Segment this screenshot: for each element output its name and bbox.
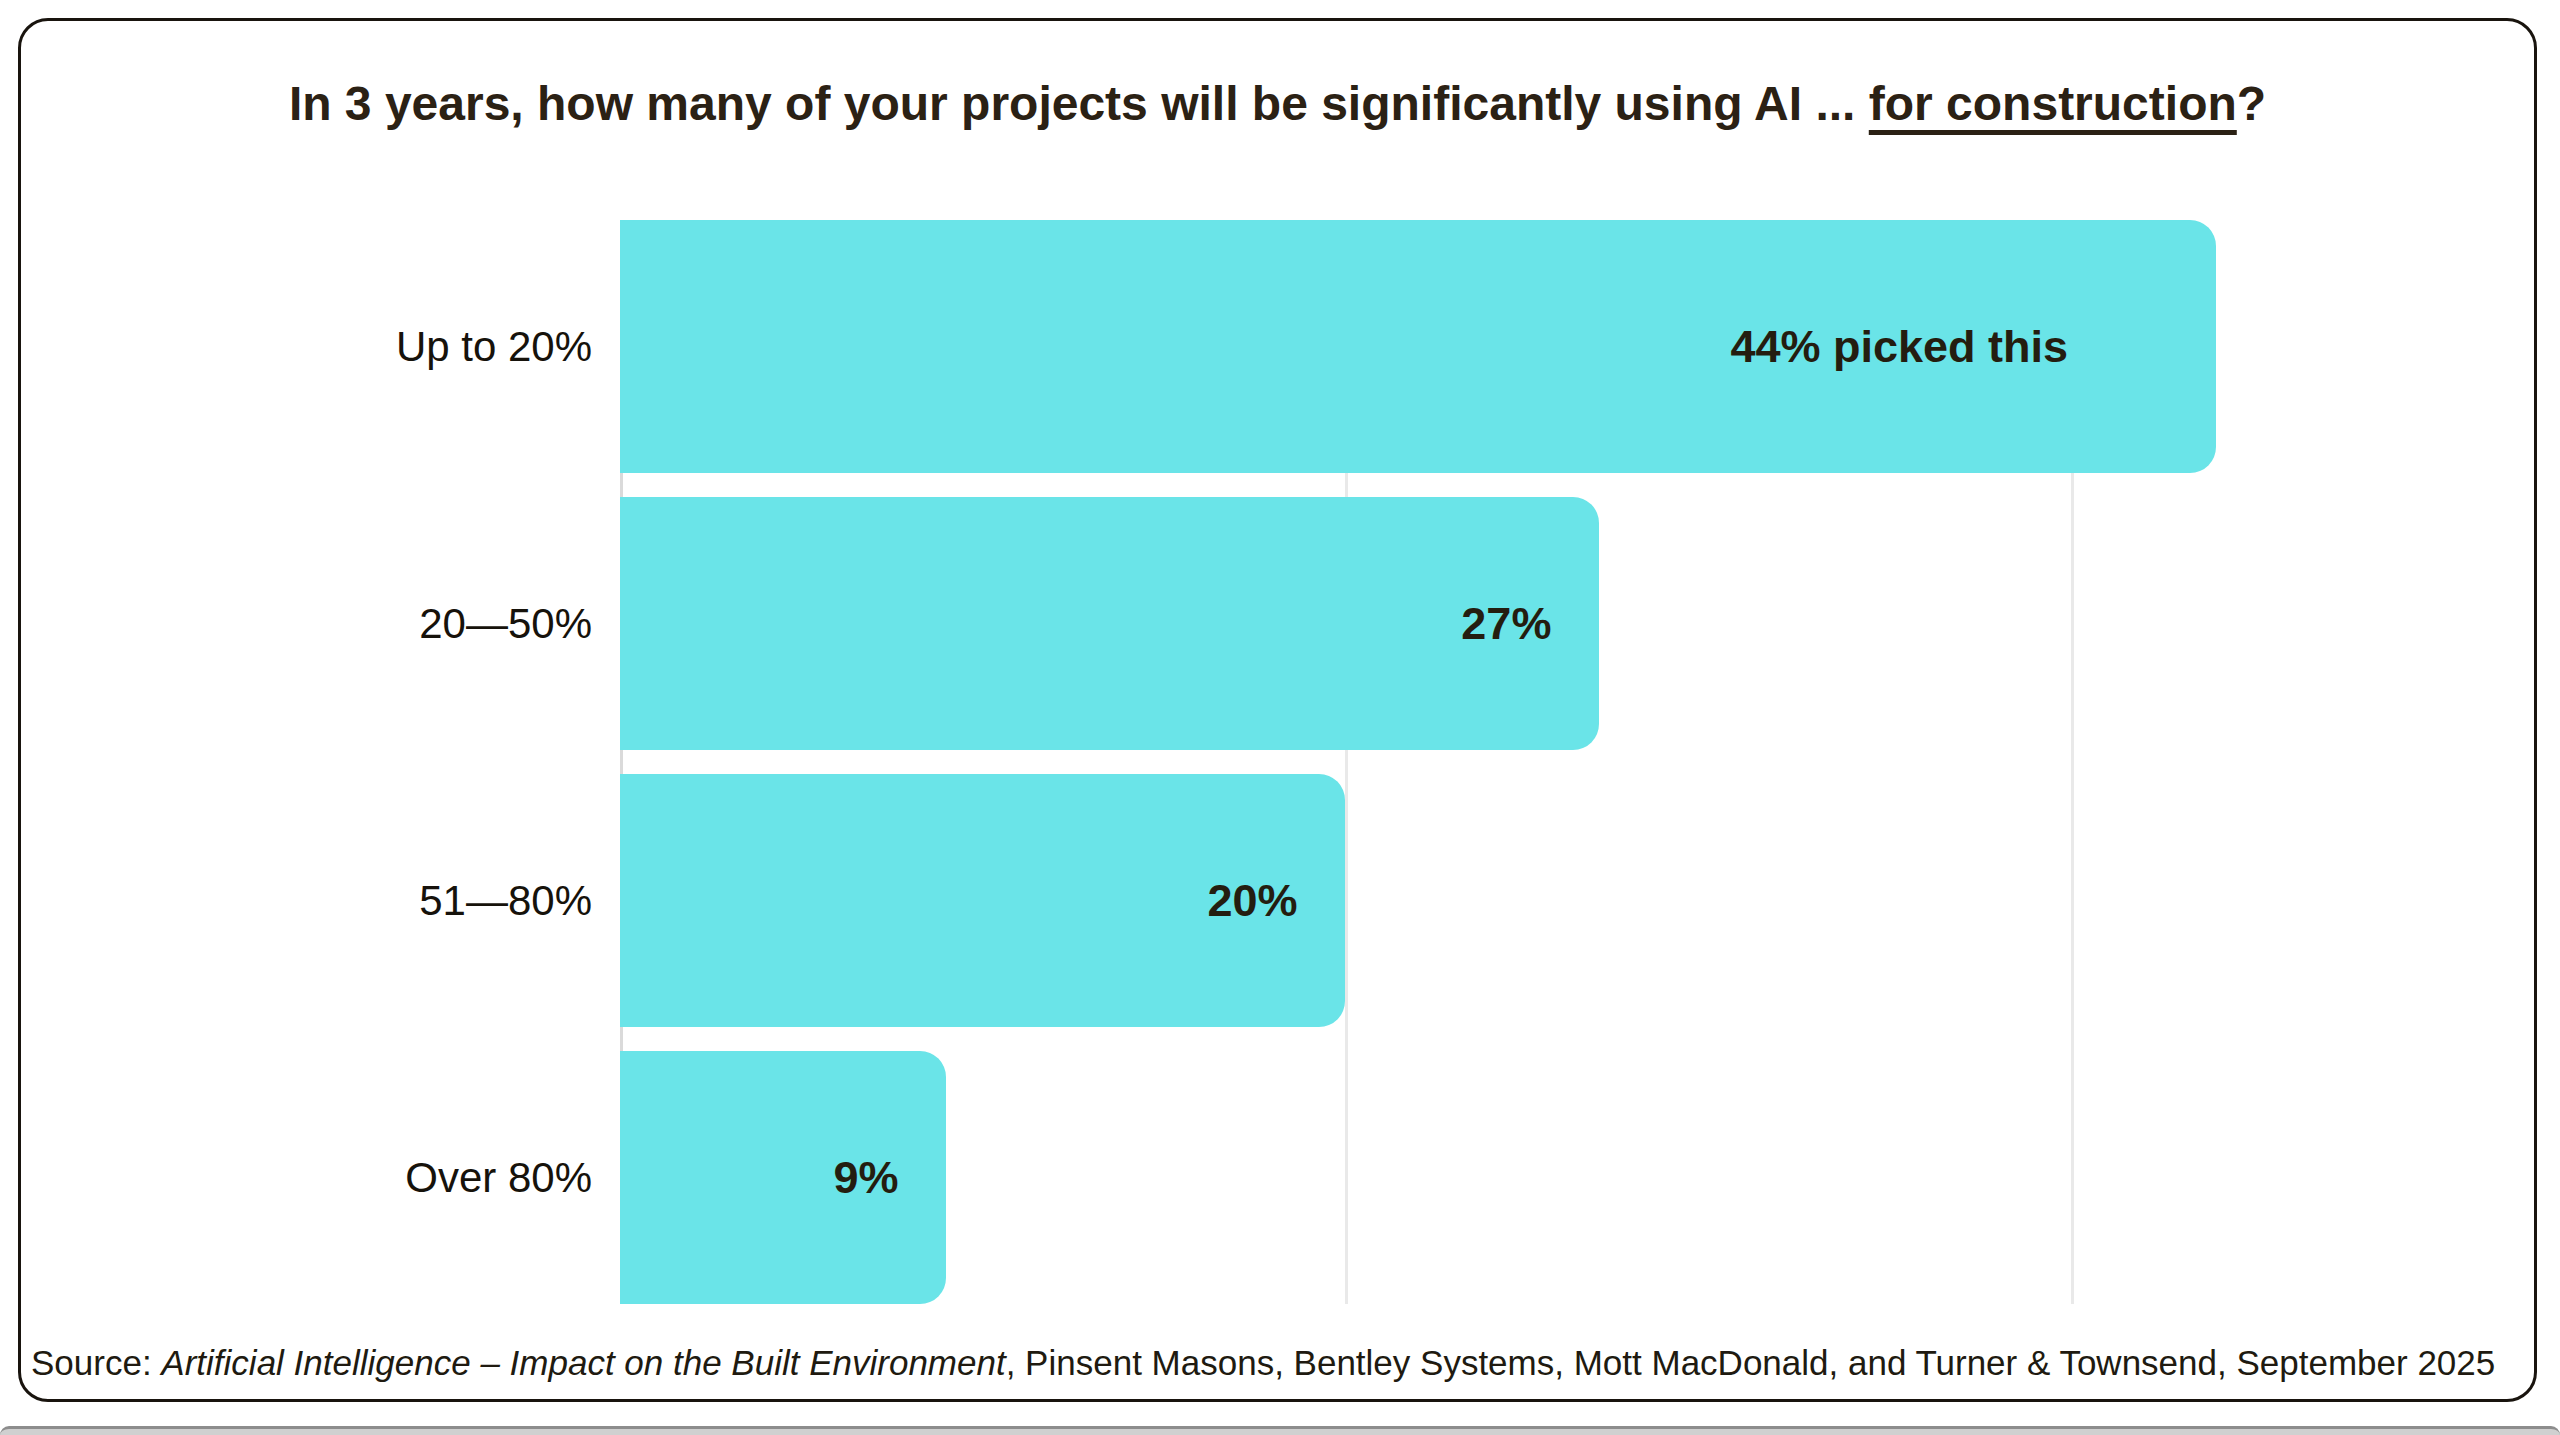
bar-track: 20% bbox=[620, 774, 2470, 1027]
bar: 9% bbox=[620, 1051, 946, 1304]
source-orgs: , Pinsent Masons, Bentley Systems, Mott … bbox=[1006, 1343, 2496, 1382]
source-label: Source: bbox=[31, 1343, 161, 1382]
title-underlined-phrase: for construction bbox=[1869, 77, 2237, 130]
category-label: 51—80% bbox=[21, 774, 620, 1027]
bar: 44% picked this bbox=[620, 220, 2216, 473]
bar: 27% bbox=[620, 497, 1599, 750]
value-label: 9% bbox=[833, 1152, 898, 1204]
category-label: 20—50% bbox=[21, 497, 620, 750]
bar-rows: Up to 20% 44% picked this 20—50% 27% 51—… bbox=[21, 220, 2534, 1328]
value-label: 27% bbox=[1461, 598, 1551, 650]
chart-card: In 3 years, how many of your projects wi… bbox=[18, 18, 2537, 1402]
title-suffix: ? bbox=[2237, 77, 2266, 130]
page-title: In 3 years, how many of your projects wi… bbox=[21, 73, 2534, 135]
title-prefix: In 3 years, how many of your projects wi… bbox=[289, 77, 1869, 130]
value-label: 44% picked this bbox=[1730, 321, 2068, 373]
category-label: Over 80% bbox=[21, 1051, 620, 1304]
value-label: 20% bbox=[1207, 875, 1297, 927]
source-note: Source: Artificial Intelligence – Impact… bbox=[31, 1343, 2495, 1383]
bar-row: Up to 20% 44% picked this bbox=[21, 220, 2534, 473]
bar-row: 51—80% 20% bbox=[21, 774, 2534, 1027]
bar-track: 9% bbox=[620, 1051, 2470, 1304]
bar: 20% bbox=[620, 774, 1345, 1027]
bar-row: 20—50% 27% bbox=[21, 497, 2534, 750]
next-card-top-edge bbox=[0, 1426, 2560, 1435]
bar-chart: Up to 20% 44% picked this 20—50% 27% 51—… bbox=[21, 220, 2534, 1304]
bar-row: Over 80% 9% bbox=[21, 1051, 2534, 1304]
bar-track: 27% bbox=[620, 497, 2470, 750]
source-report-title: Artificial Intelligence – Impact on the … bbox=[161, 1343, 1005, 1382]
bar-track: 44% picked this bbox=[620, 220, 2470, 473]
category-label: Up to 20% bbox=[21, 220, 620, 473]
